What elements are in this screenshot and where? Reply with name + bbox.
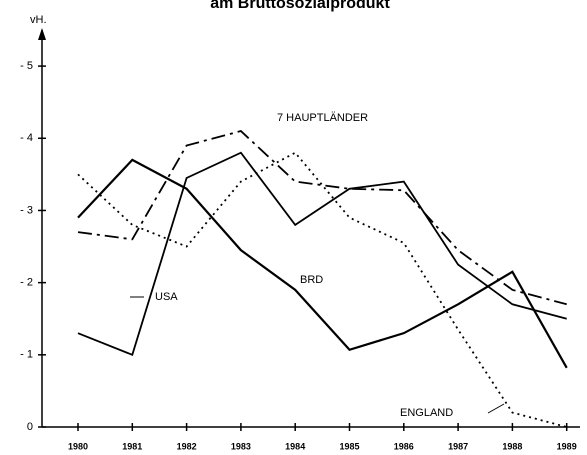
data-line bbox=[77, 158, 568, 369]
series-label: 7 HAUPTLÄNDER bbox=[277, 112, 368, 124]
x-tick-label: 1983 bbox=[231, 441, 251, 451]
x-tick-label: 1980 bbox=[68, 441, 88, 451]
y-axis-label: vH. bbox=[30, 14, 47, 26]
x-tick-label: 1989 bbox=[557, 441, 577, 451]
series-label: USA bbox=[155, 291, 178, 303]
series-label: ENGLAND bbox=[400, 407, 453, 419]
data-line bbox=[77, 151, 567, 357]
x-tick-label: 1985 bbox=[339, 441, 359, 451]
x-tick-label: 1986 bbox=[394, 441, 414, 451]
series-label: BRD bbox=[300, 274, 323, 286]
y-tick-label: 0 bbox=[27, 421, 33, 433]
y-tick-label: - 2 bbox=[20, 277, 33, 289]
y-tick-label: - 4 bbox=[20, 132, 33, 144]
y-tick-label: - 5 bbox=[20, 60, 33, 72]
x-tick-label: 1988 bbox=[502, 441, 522, 451]
y-tick-label: - 1 bbox=[20, 349, 33, 361]
data-line bbox=[77, 130, 567, 306]
y-tick-label: - 3 bbox=[20, 204, 33, 216]
axis-arrow bbox=[38, 28, 46, 40]
x-tick-label: 1982 bbox=[177, 441, 197, 451]
x-tick-label: 1987 bbox=[448, 441, 468, 451]
leader-line bbox=[487, 403, 505, 414]
chart-title: am Bruttosozialprodukt bbox=[210, 0, 390, 12]
x-tick-label: 1981 bbox=[122, 441, 142, 451]
x-tick-label: 1984 bbox=[285, 441, 305, 451]
data-line bbox=[77, 151, 567, 428]
